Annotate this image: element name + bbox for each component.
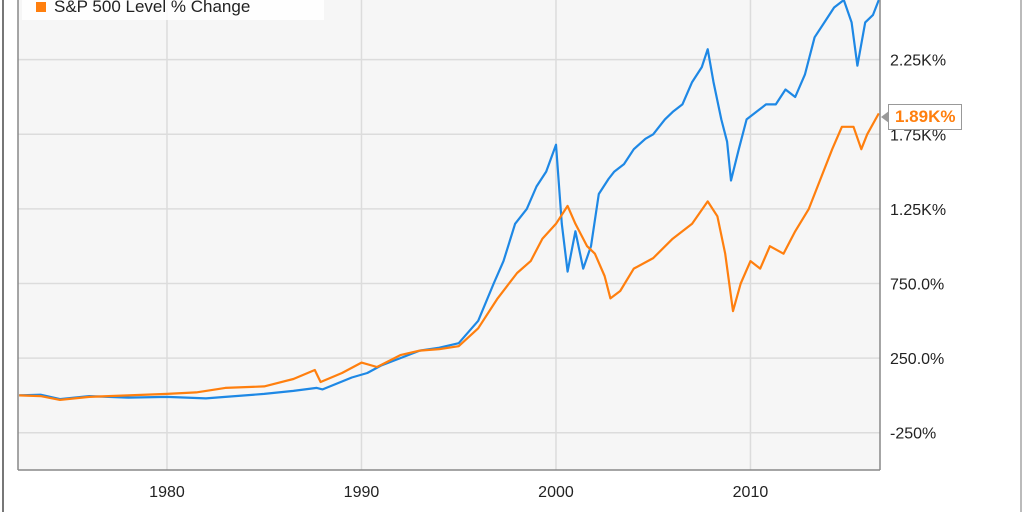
y-tick-label: 1.25K% <box>890 202 946 219</box>
x-tick-label: 2010 <box>733 484 769 501</box>
plot-area <box>18 0 880 470</box>
y-tick-label: 750.0% <box>890 276 944 293</box>
series-line-0 <box>19 0 880 401</box>
x-tick-label: 1990 <box>344 484 380 501</box>
x-tick-label: 2000 <box>538 484 574 501</box>
y-tick-label: 1.75K% <box>890 127 946 144</box>
y-tick-label: 250.0% <box>890 351 944 368</box>
y-tick-label: -250% <box>890 426 936 443</box>
legend-swatch-sp500 <box>36 2 46 12</box>
legend-label-sp500: S&P 500 Level % Change <box>54 0 251 16</box>
legend: S&P 500 Level % Change <box>22 0 324 20</box>
x-tick-label: 1980 <box>149 484 185 501</box>
last-value-label: 1.89K% <box>880 104 963 130</box>
y-tick-label: 2.25K% <box>890 53 946 70</box>
series-line-1 <box>19 112 880 401</box>
